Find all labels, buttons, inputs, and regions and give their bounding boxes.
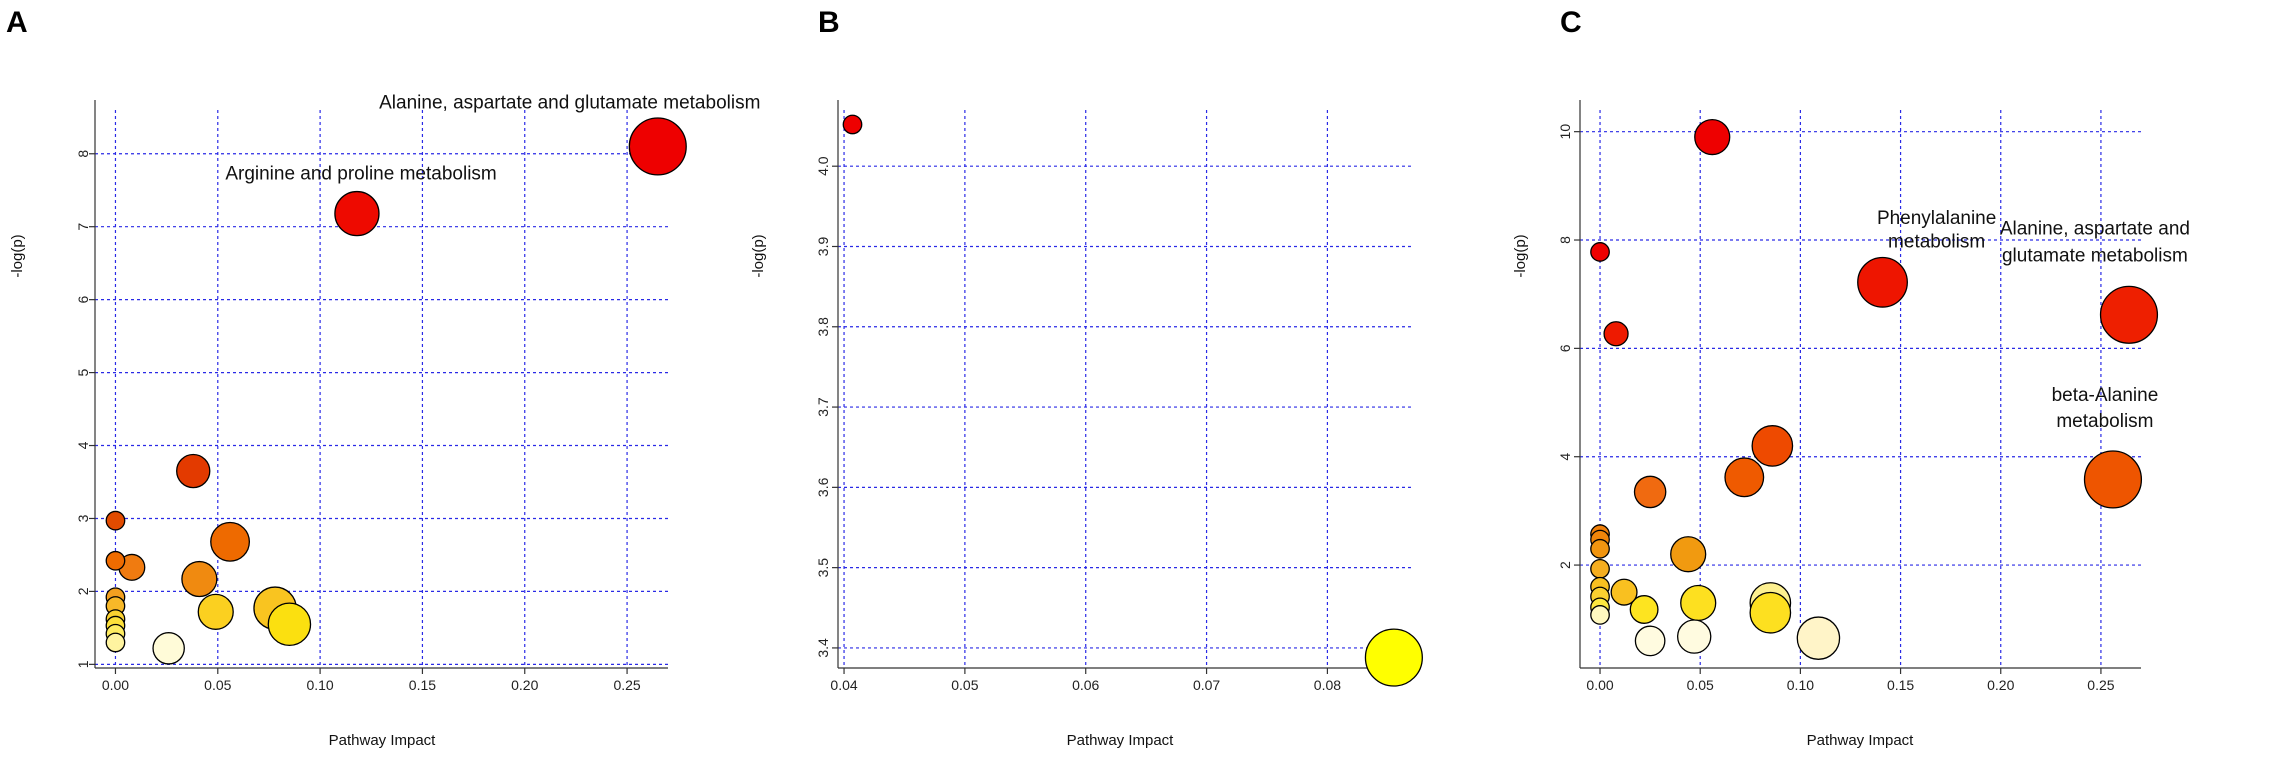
panel-c-xtick-label: 0.25 [2087,677,2114,693]
panel-c-pathway-bubble [1590,538,1610,559]
panel-c-annotation: Phenylalanine [1877,208,1996,229]
panel-c: C 0.00 0.05 0.10 0.15 0.20 0.25 2 4 6 8 10 Phenylal… [1512,6,2190,749]
panel-c-ytick-label: 4 [1557,453,1573,461]
panel-a-annotation: Arginine and proline metabolism [225,163,496,184]
panel-a-ytick-label: 8 [75,150,91,158]
panel-c-ytick-label: 10 [1557,124,1573,140]
panel-a-xtick-label: 0.05 [204,677,231,693]
panel-a-xtick-label: 0.15 [409,677,436,693]
panel-c-pathway-bubble [1857,256,1908,308]
panel-c-xtick-label: 0.10 [1787,677,1814,693]
panel-a-ylabel: -log(p) [9,234,26,277]
panel-c-pathway-bubble [1590,242,1610,262]
panel-b-ytick-label: 3.6 [815,477,831,497]
panel-c-annotation: metabolism [2056,411,2153,432]
panel-c-pathway-bubble [1694,118,1731,156]
panel-b-ylabel: -log(p) [750,234,767,277]
panel-a-ytick-label: 7 [75,223,91,231]
panel-a-ytick-label: 1 [75,660,91,668]
panel-c-ytick-label: 2 [1557,561,1573,569]
panel-a-xtick-label: 0.25 [613,677,640,693]
panel-b-ytick-label: 3.8 [815,317,831,337]
panel-a-pathway-bubble [628,117,687,176]
panel-a-ytick-label: 2 [75,587,91,595]
panel-c-pathway-bubble [1677,619,1712,654]
panel-a-xtick-label: 0.20 [511,677,538,693]
panel-c-pathway-bubble [1629,595,1659,624]
panel-c-pathway-bubble [1670,536,1707,573]
panel-letter-a: A [6,6,28,39]
panel-b-plot: 0.04 0.05 0.06 0.07 0.08 3.4 3.5 3.6 3.7 3.8 3.9 4.… [815,100,1423,693]
panel-c-pathway-bubble [1680,584,1717,622]
panel-c-pathway-bubble [2099,285,2159,344]
panel-c-pathway-bubble [1603,321,1629,347]
panel-b: B 0.04 0.05 0.06 0.07 0.08 3.4 3.5 3.6 3.7 3.8 3.9… [750,6,1423,749]
panel-a-pathway-bubble [105,510,126,531]
panel-c-xtick-label: 0.05 [1687,677,1714,693]
panel-a-pathway-bubble [197,593,234,630]
panel-c-pathway-bubble [1610,578,1638,606]
panel-a-xtick-label: 0.00 [102,677,129,693]
panel-b-pathway-bubble [842,114,863,135]
panel-a: A 0.00 0.05 0.10 0.15 0.20 0.25 1 2 3 4 5 6 7 8 Alanin… [6,6,760,749]
panel-a-pathway-bubble [210,521,251,562]
panel-c-pathway-bubble [1751,425,1794,467]
panel-b-xtick-label: 0.05 [951,677,978,693]
panel-b-xtick-label: 0.06 [1072,677,1099,693]
panel-c-annotation: beta-Alanine [2052,385,2159,406]
panel-a-pathway-bubble [181,560,218,598]
panel-b-xtick-label: 0.07 [1193,677,1220,693]
panel-b-ytick-label: 3.4 [815,638,831,658]
panel-b-ytick-label: 3.5 [815,558,831,578]
panel-c-annotation: metabolism [1888,232,1985,253]
panel-b-xlabel: Pathway Impact [1067,732,1175,749]
panel-c-xlabel: Pathway Impact [1807,732,1915,749]
panel-a-pathway-bubble [105,550,126,571]
panel-a-ytick-label: 5 [75,368,91,376]
panel-a-pathway-bubble [105,632,126,653]
panel-a-pathway-bubble [334,190,380,237]
panel-c-pathway-bubble [1634,625,1666,657]
panel-a-xtick-label: 0.10 [306,677,333,693]
panel-c-xtick-label: 0.00 [1586,677,1613,693]
panel-c-pathway-bubble [1633,475,1667,509]
panel-c-ylabel: -log(p) [1512,234,1529,277]
panel-c-xtick-label: 0.20 [1987,677,2014,693]
panel-a-xlabel: Pathway Impact [329,732,437,749]
panel-b-ytick-label: 4.0 [815,156,831,176]
panel-a-pathway-bubble [267,602,312,647]
panel-a-pathway-bubble [152,632,185,665]
panel-letter-c: C [1560,6,1582,39]
panel-b-xtick-label: 0.08 [1314,677,1341,693]
panel-c-pathway-bubble [1590,558,1610,579]
panel-c-pathway-bubble [2083,450,2143,509]
panel-c-annotation: glutamate metabolism [2002,246,2188,267]
panel-c-pathway-bubble [1749,591,1792,634]
panel-b-ytick-label: 3.9 [815,237,831,257]
panel-c-pathway-bubble [1724,457,1765,498]
panel-c-ytick-label: 8 [1557,236,1573,244]
panel-c-ytick-label: 6 [1557,344,1573,352]
panel-letter-b: B [818,6,840,39]
panel-b-pathway-bubble [1364,628,1423,687]
panel-a-annotation: Alanine, aspartate and glutamate metabol… [379,93,760,114]
panel-a-pathway-bubble [176,453,211,489]
panel-a-plot: 0.00 0.05 0.10 0.15 0.20 0.25 1 2 3 4 5 6 7 8 Alanine,… [75,93,760,693]
panel-c-pathway-bubble [1590,605,1610,625]
panel-c-xtick-label: 0.15 [1887,677,1914,693]
panel-a-ytick-label: 6 [75,296,91,304]
panel-c-plot: 0.00 0.05 0.10 0.15 0.20 0.25 2 4 6 8 10 Phenylalan… [1557,100,2190,693]
panel-a-ytick-label: 4 [75,441,91,449]
panel-c-pathway-bubble [1796,616,1841,660]
panel-a-ytick-label: 3 [75,514,91,522]
panel-b-xtick-label: 0.04 [830,677,857,693]
panel-c-annotation: Alanine, aspartate and [2000,219,2190,240]
panel-b-ytick-label: 3.7 [815,397,831,417]
